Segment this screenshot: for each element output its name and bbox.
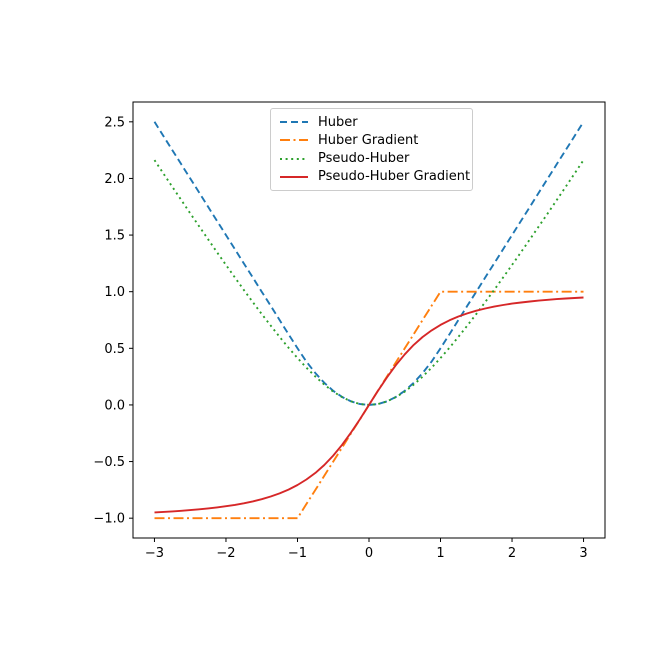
y-tick-label: 1.0 <box>104 285 125 300</box>
series-line-pseudo-huber-gradient <box>154 296 584 514</box>
series-line-huber-gradient <box>154 290 584 520</box>
x-tick-label: 2 <box>508 546 516 561</box>
x-tick-label: −3 <box>145 546 164 561</box>
legend-line-sample <box>280 121 308 124</box>
x-tick-label: 3 <box>579 546 587 561</box>
legend-label: Pseudo-Huber Gradient <box>318 169 471 185</box>
legend-label: Huber Gradient <box>318 132 419 148</box>
x-tick-label: 1 <box>436 546 444 561</box>
legend-line-sample <box>280 139 308 142</box>
series-line-huber <box>153 121 585 406</box>
legend-item-pseudo-huber: Pseudo-Huber <box>279 150 464 168</box>
y-tick-label: 1.5 <box>104 229 125 244</box>
legend-line-sample <box>280 175 308 178</box>
y-tick-label: −0.5 <box>93 455 125 470</box>
y-tick-label: 2.0 <box>104 172 125 187</box>
y-tick-label: 2.5 <box>104 115 125 130</box>
plot-series <box>153 121 585 520</box>
y-tick-label: 0.5 <box>104 342 125 357</box>
x-tick-label: −1 <box>288 546 307 561</box>
y-tick-label: −1.0 <box>93 512 125 527</box>
legend-item-huber-gradient: Huber Gradient <box>279 131 464 149</box>
y-tick-label: 0.0 <box>104 398 125 413</box>
legend-label: Huber <box>318 114 358 130</box>
legend-item-huber: Huber <box>279 113 464 131</box>
x-axis-ticks: −3 −2 −1 0 1 2 3 <box>145 538 588 561</box>
legend-label: Pseudo-Huber <box>318 151 410 167</box>
legend-line-sample <box>280 157 308 160</box>
legend: Huber Huber Gradient Pseudo-Huber Pseudo-Hu… <box>270 108 473 191</box>
y-axis-ticks: −1.0 −0.5 0.0 0.5 1.0 1.5 2.0 2.5 <box>93 115 133 527</box>
x-tick-label: −2 <box>216 546 235 561</box>
x-tick-label: 0 <box>365 546 373 561</box>
legend-item-pseudo-huber-gradient: Pseudo-Huber Gradient <box>279 168 470 186</box>
